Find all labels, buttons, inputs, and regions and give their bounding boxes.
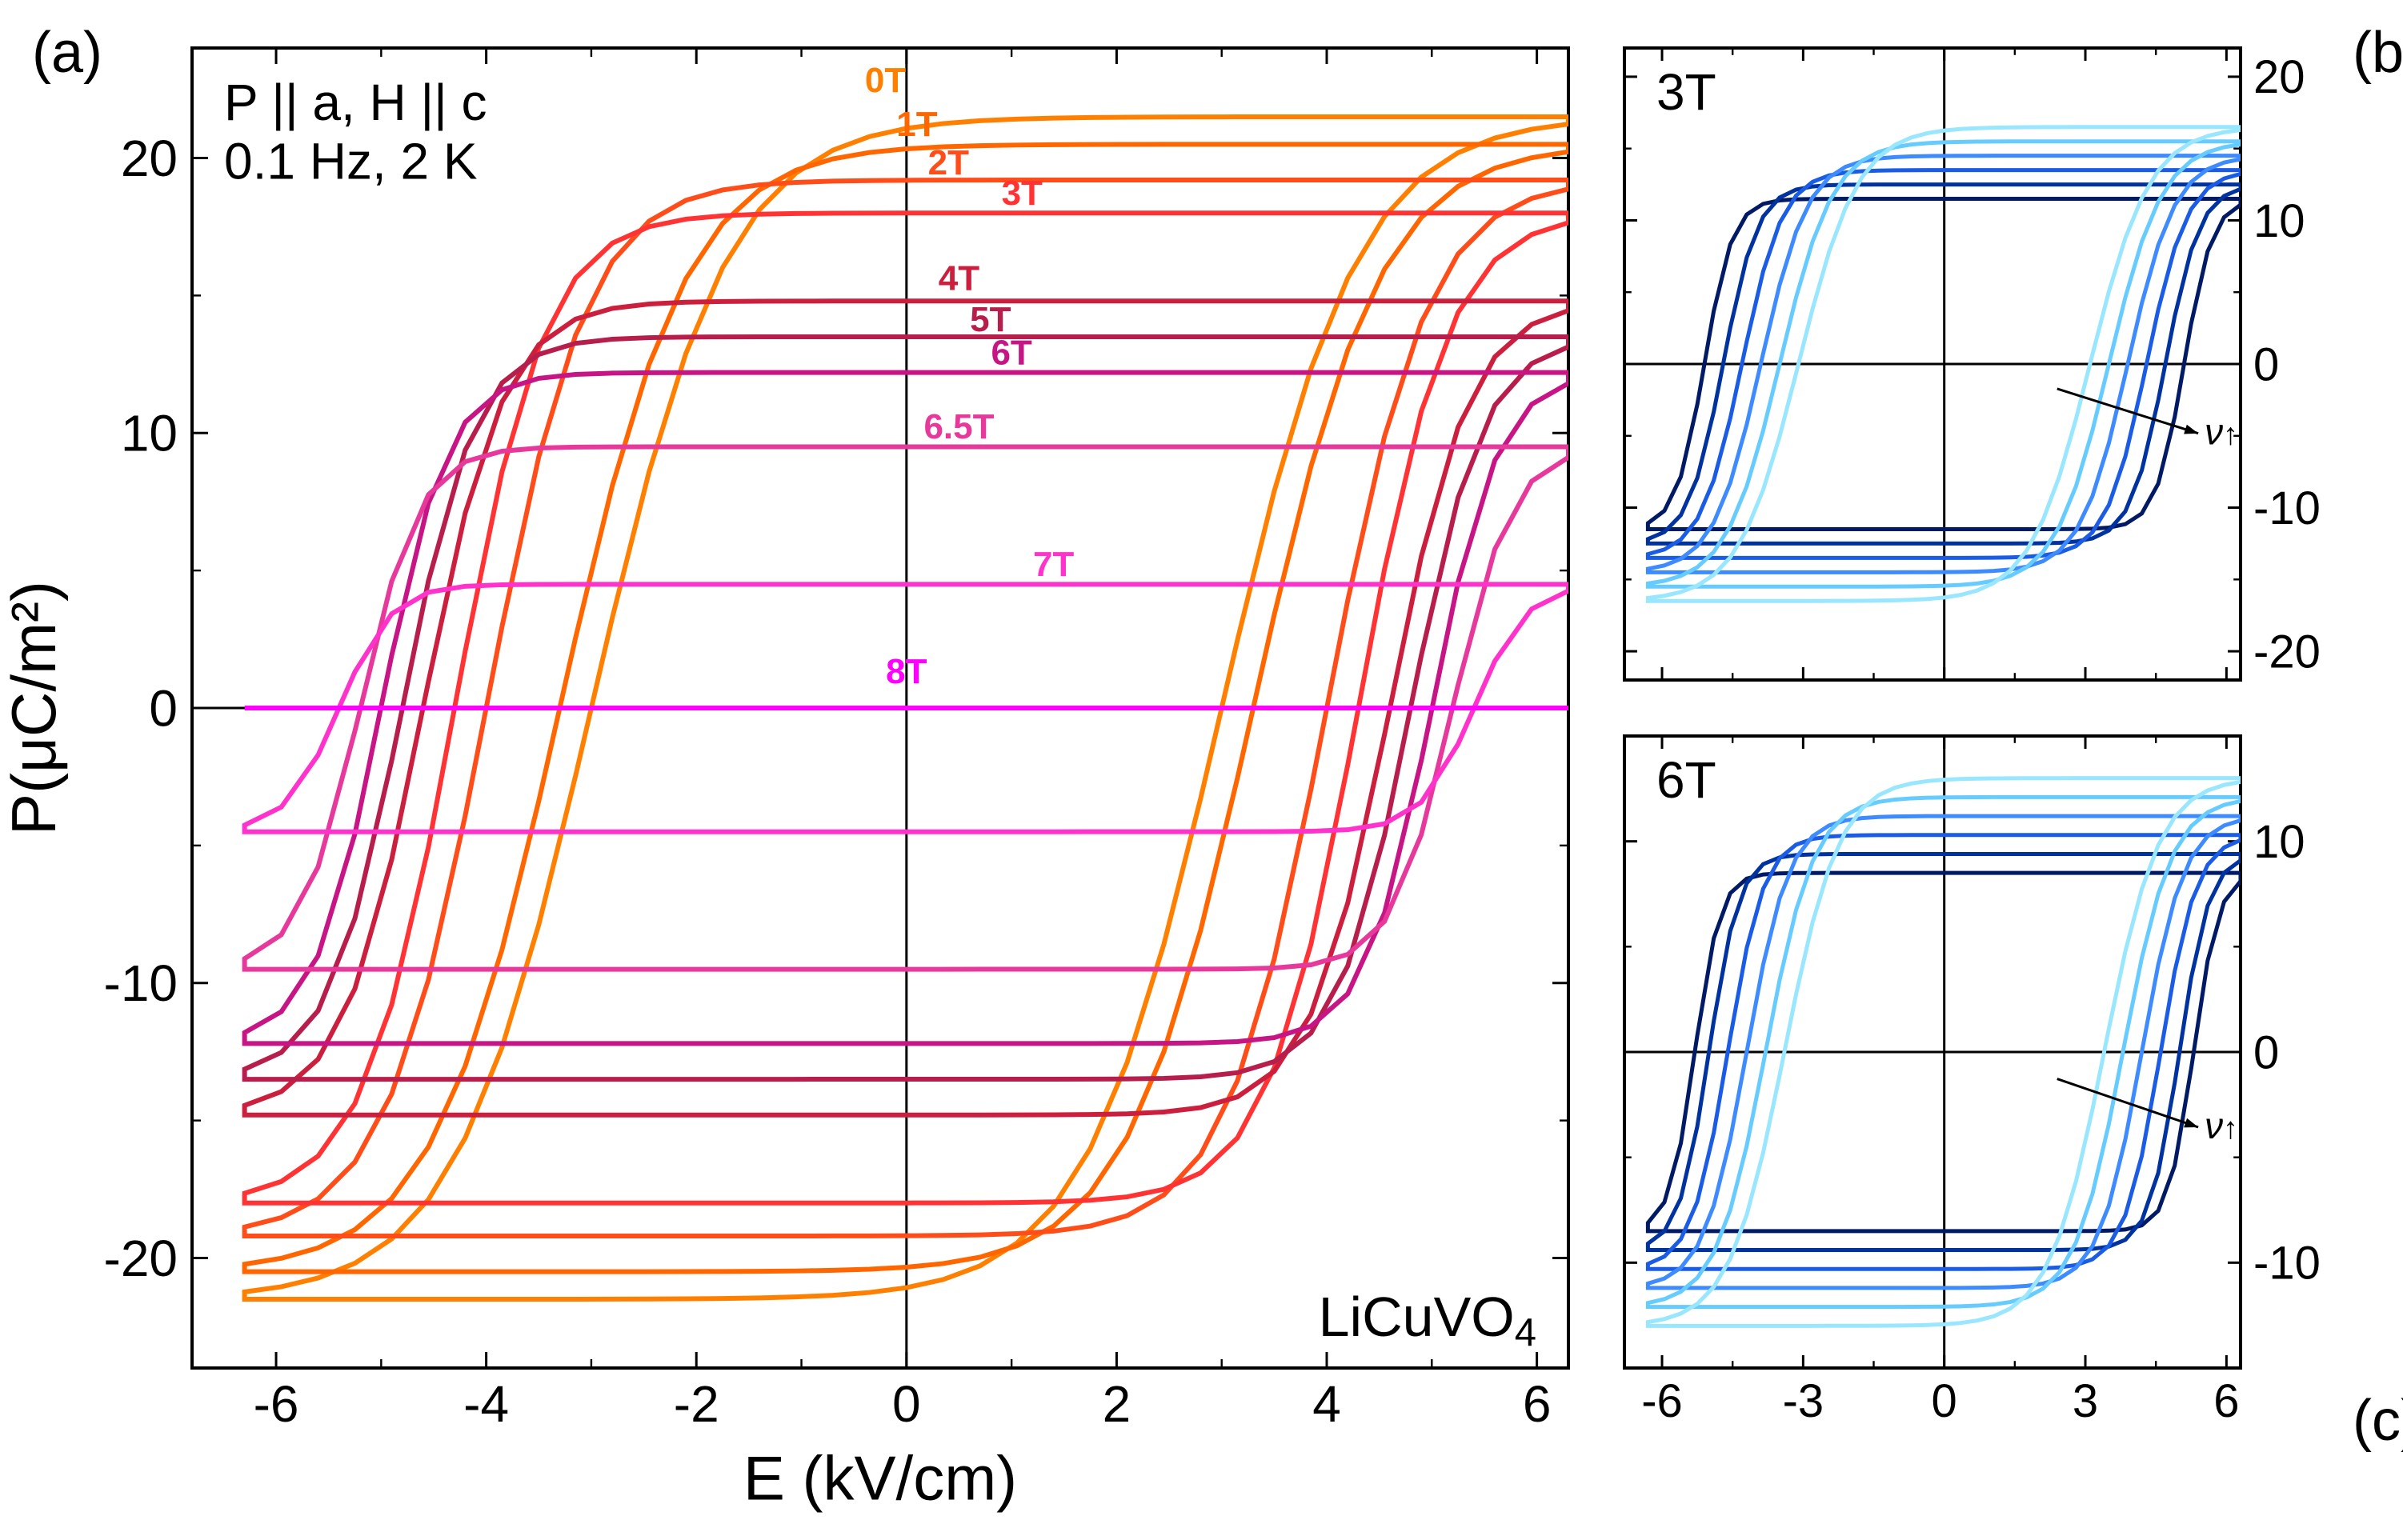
- loop-label: 6T: [991, 333, 1031, 372]
- loop-label: 4T: [939, 259, 979, 298]
- panelA-conditions2: 0.1 Hz, 2 K: [224, 133, 478, 190]
- small-title: 6T: [1656, 751, 1716, 809]
- small-xtick: -3: [1783, 1375, 1824, 1427]
- nu-label: ν↑: [2205, 1105, 2238, 1146]
- small-ytick: -20: [2253, 626, 2321, 678]
- panelC-label: (c): [2353, 1389, 2403, 1453]
- loop-label: 8T: [886, 652, 927, 691]
- panelA-xtick: -2: [674, 1375, 719, 1433]
- small-ytick: 0: [2253, 1026, 2279, 1078]
- loop-label: 2T: [928, 143, 969, 182]
- loop-label: 7T: [1033, 545, 1074, 584]
- small-ytick: 10: [2253, 195, 2305, 247]
- loop-label: 6.5T: [923, 407, 994, 446]
- arrow-head-icon: [2184, 1118, 2198, 1128]
- panelA-ytick: 20: [121, 130, 178, 187]
- small-xtick: 6: [2213, 1375, 2239, 1427]
- small-title: 3T: [1656, 63, 1716, 121]
- panelA-xtick: 0: [892, 1375, 921, 1433]
- panelA-ylabel: P(μC/m²): [0, 581, 69, 835]
- panelA-conditions1: P || a, H || c: [224, 74, 487, 131]
- small-ytick: 20: [2253, 51, 2305, 103]
- loop-label: 3T: [1002, 174, 1043, 213]
- panelA-xtick: 6: [1523, 1375, 1552, 1433]
- panelA-xtick: 2: [1103, 1375, 1131, 1433]
- panelA-xtick: 4: [1312, 1375, 1341, 1433]
- small-xtick: 3: [2073, 1375, 2098, 1427]
- small-ytick: 0: [2253, 338, 2279, 390]
- arrow-head-icon: [2184, 425, 2198, 434]
- small-ytick: -10: [2253, 482, 2321, 534]
- panelA-ytick: 10: [121, 405, 178, 462]
- loop-label: 1T: [896, 105, 937, 144]
- panelA-ytick: 0: [149, 679, 178, 737]
- small-ytick: -10: [2253, 1238, 2321, 1290]
- panelB-label: (b): [2353, 21, 2403, 85]
- small-xtick: -6: [1641, 1375, 1683, 1427]
- panelA-ytick: -10: [104, 954, 178, 1012]
- nu-label: ν↑: [2205, 411, 2238, 453]
- loop-label: 0T: [865, 61, 906, 100]
- small-ytick: 10: [2253, 816, 2305, 868]
- panelA-label: (a): [32, 21, 102, 85]
- small-xtick: 0: [1932, 1375, 1957, 1427]
- panelA-xtick: -6: [254, 1375, 299, 1433]
- panelA-xtick: -4: [463, 1375, 509, 1433]
- panelA-ytick: -20: [104, 1230, 178, 1287]
- panelA-xlabel: E (kV/cm): [743, 1443, 1017, 1514]
- panelA-compound: LiCuVO4: [1319, 1286, 1536, 1354]
